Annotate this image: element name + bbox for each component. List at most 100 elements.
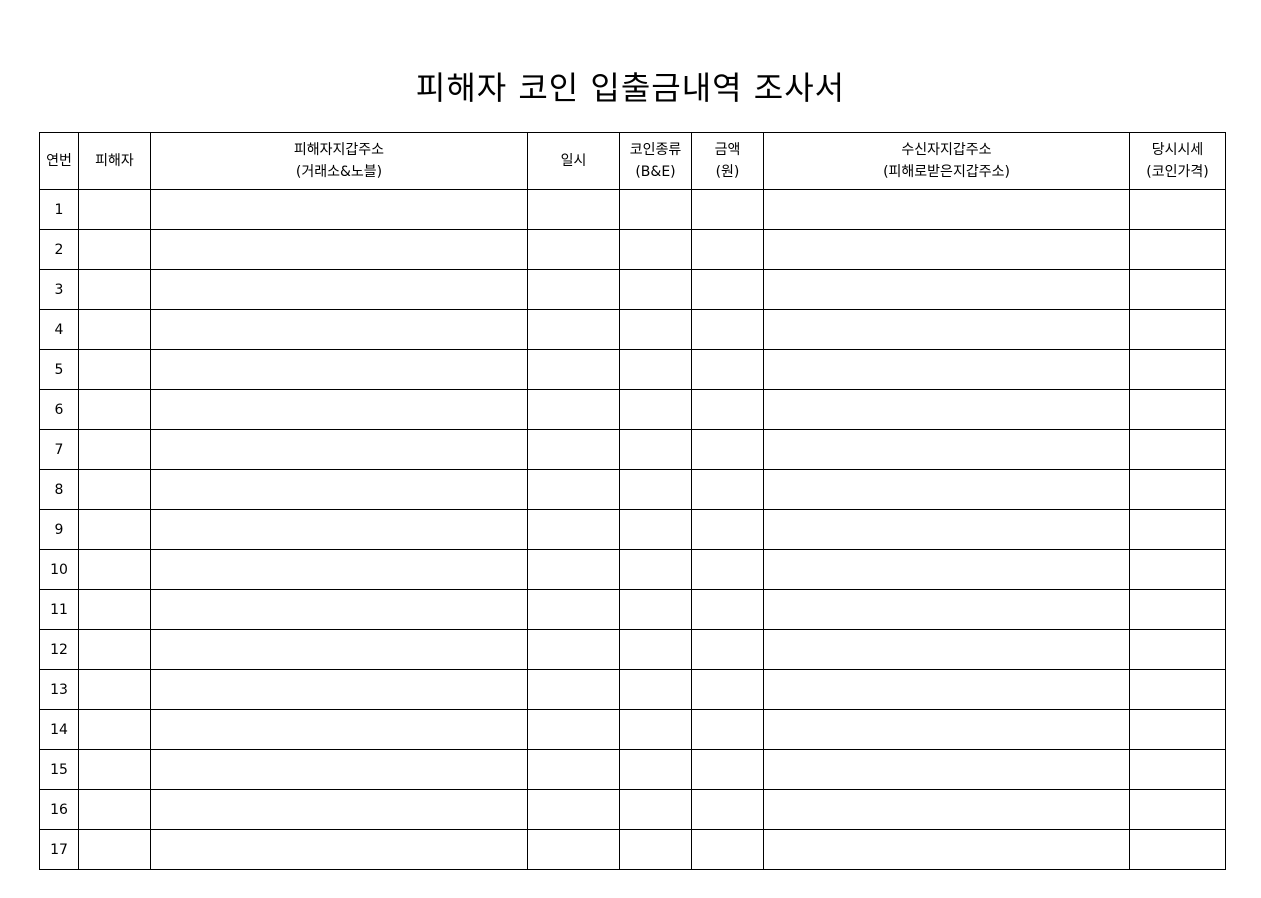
cell-victim[interactable] [78,229,151,270]
cell-datetime[interactable] [527,309,620,350]
cell-receiver-wallet[interactable] [763,469,1130,510]
cell-victim-wallet[interactable] [150,469,528,510]
cell-amount[interactable] [691,229,764,270]
cell-victim-wallet[interactable] [150,709,528,750]
cell-victim[interactable] [78,309,151,350]
cell-datetime[interactable] [527,789,620,830]
cell-market-price[interactable] [1129,629,1226,670]
cell-victim-wallet[interactable] [150,349,528,390]
cell-coin-type[interactable] [619,669,692,710]
cell-amount[interactable] [691,469,764,510]
cell-victim-wallet[interactable] [150,389,528,430]
cell-market-price[interactable] [1129,749,1226,790]
cell-coin-type[interactable] [619,829,692,870]
cell-datetime[interactable] [527,549,620,590]
cell-market-price[interactable] [1129,189,1226,230]
cell-victim[interactable] [78,829,151,870]
cell-victim-wallet[interactable] [150,669,528,710]
cell-market-price[interactable] [1129,669,1226,710]
cell-receiver-wallet[interactable] [763,589,1130,630]
cell-receiver-wallet[interactable] [763,509,1130,550]
cell-amount[interactable] [691,429,764,470]
cell-victim-wallet[interactable] [150,269,528,310]
cell-amount[interactable] [691,789,764,830]
cell-coin-type[interactable] [619,269,692,310]
cell-coin-type[interactable] [619,349,692,390]
cell-victim[interactable] [78,789,151,830]
cell-market-price[interactable] [1129,469,1226,510]
cell-victim[interactable] [78,669,151,710]
cell-market-price[interactable] [1129,269,1226,310]
cell-datetime[interactable] [527,469,620,510]
cell-coin-type[interactable] [619,189,692,230]
cell-victim[interactable] [78,549,151,590]
cell-datetime[interactable] [527,749,620,790]
cell-receiver-wallet[interactable] [763,789,1130,830]
cell-market-price[interactable] [1129,589,1226,630]
cell-coin-type[interactable] [619,709,692,750]
cell-coin-type[interactable] [619,229,692,270]
cell-datetime[interactable] [527,829,620,870]
cell-victim[interactable] [78,189,151,230]
cell-victim[interactable] [78,509,151,550]
cell-receiver-wallet[interactable] [763,829,1130,870]
cell-coin-type[interactable] [619,469,692,510]
cell-receiver-wallet[interactable] [763,749,1130,790]
cell-datetime[interactable] [527,269,620,310]
cell-datetime[interactable] [527,189,620,230]
cell-amount[interactable] [691,309,764,350]
cell-datetime[interactable] [527,229,620,270]
cell-market-price[interactable] [1129,429,1226,470]
cell-amount[interactable] [691,269,764,310]
cell-victim-wallet[interactable] [150,229,528,270]
cell-coin-type[interactable] [619,429,692,470]
cell-victim[interactable] [78,269,151,310]
cell-coin-type[interactable] [619,749,692,790]
cell-receiver-wallet[interactable] [763,549,1130,590]
cell-datetime[interactable] [527,349,620,390]
cell-victim-wallet[interactable] [150,749,528,790]
cell-amount[interactable] [691,829,764,870]
cell-amount[interactable] [691,749,764,790]
cell-victim-wallet[interactable] [150,549,528,590]
cell-receiver-wallet[interactable] [763,269,1130,310]
cell-victim-wallet[interactable] [150,189,528,230]
cell-victim-wallet[interactable] [150,309,528,350]
cell-victim[interactable] [78,429,151,470]
cell-amount[interactable] [691,709,764,750]
cell-amount[interactable] [691,189,764,230]
cell-market-price[interactable] [1129,229,1226,270]
cell-market-price[interactable] [1129,709,1226,750]
cell-receiver-wallet[interactable] [763,349,1130,390]
cell-victim-wallet[interactable] [150,429,528,470]
cell-amount[interactable] [691,549,764,590]
cell-datetime[interactable] [527,709,620,750]
cell-coin-type[interactable] [619,549,692,590]
cell-victim[interactable] [78,389,151,430]
cell-market-price[interactable] [1129,549,1226,590]
cell-receiver-wallet[interactable] [763,309,1130,350]
cell-datetime[interactable] [527,589,620,630]
cell-victim[interactable] [78,629,151,670]
cell-victim-wallet[interactable] [150,509,528,550]
cell-coin-type[interactable] [619,589,692,630]
cell-receiver-wallet[interactable] [763,669,1130,710]
cell-receiver-wallet[interactable] [763,189,1130,230]
cell-victim-wallet[interactable] [150,589,528,630]
cell-victim[interactable] [78,349,151,390]
cell-victim[interactable] [78,469,151,510]
cell-receiver-wallet[interactable] [763,629,1130,670]
cell-market-price[interactable] [1129,309,1226,350]
cell-receiver-wallet[interactable] [763,709,1130,750]
cell-receiver-wallet[interactable] [763,389,1130,430]
cell-datetime[interactable] [527,509,620,550]
cell-amount[interactable] [691,669,764,710]
cell-market-price[interactable] [1129,789,1226,830]
cell-victim-wallet[interactable] [150,629,528,670]
cell-amount[interactable] [691,509,764,550]
cell-coin-type[interactable] [619,789,692,830]
cell-coin-type[interactable] [619,389,692,430]
cell-market-price[interactable] [1129,349,1226,390]
cell-market-price[interactable] [1129,509,1226,550]
cell-amount[interactable] [691,589,764,630]
